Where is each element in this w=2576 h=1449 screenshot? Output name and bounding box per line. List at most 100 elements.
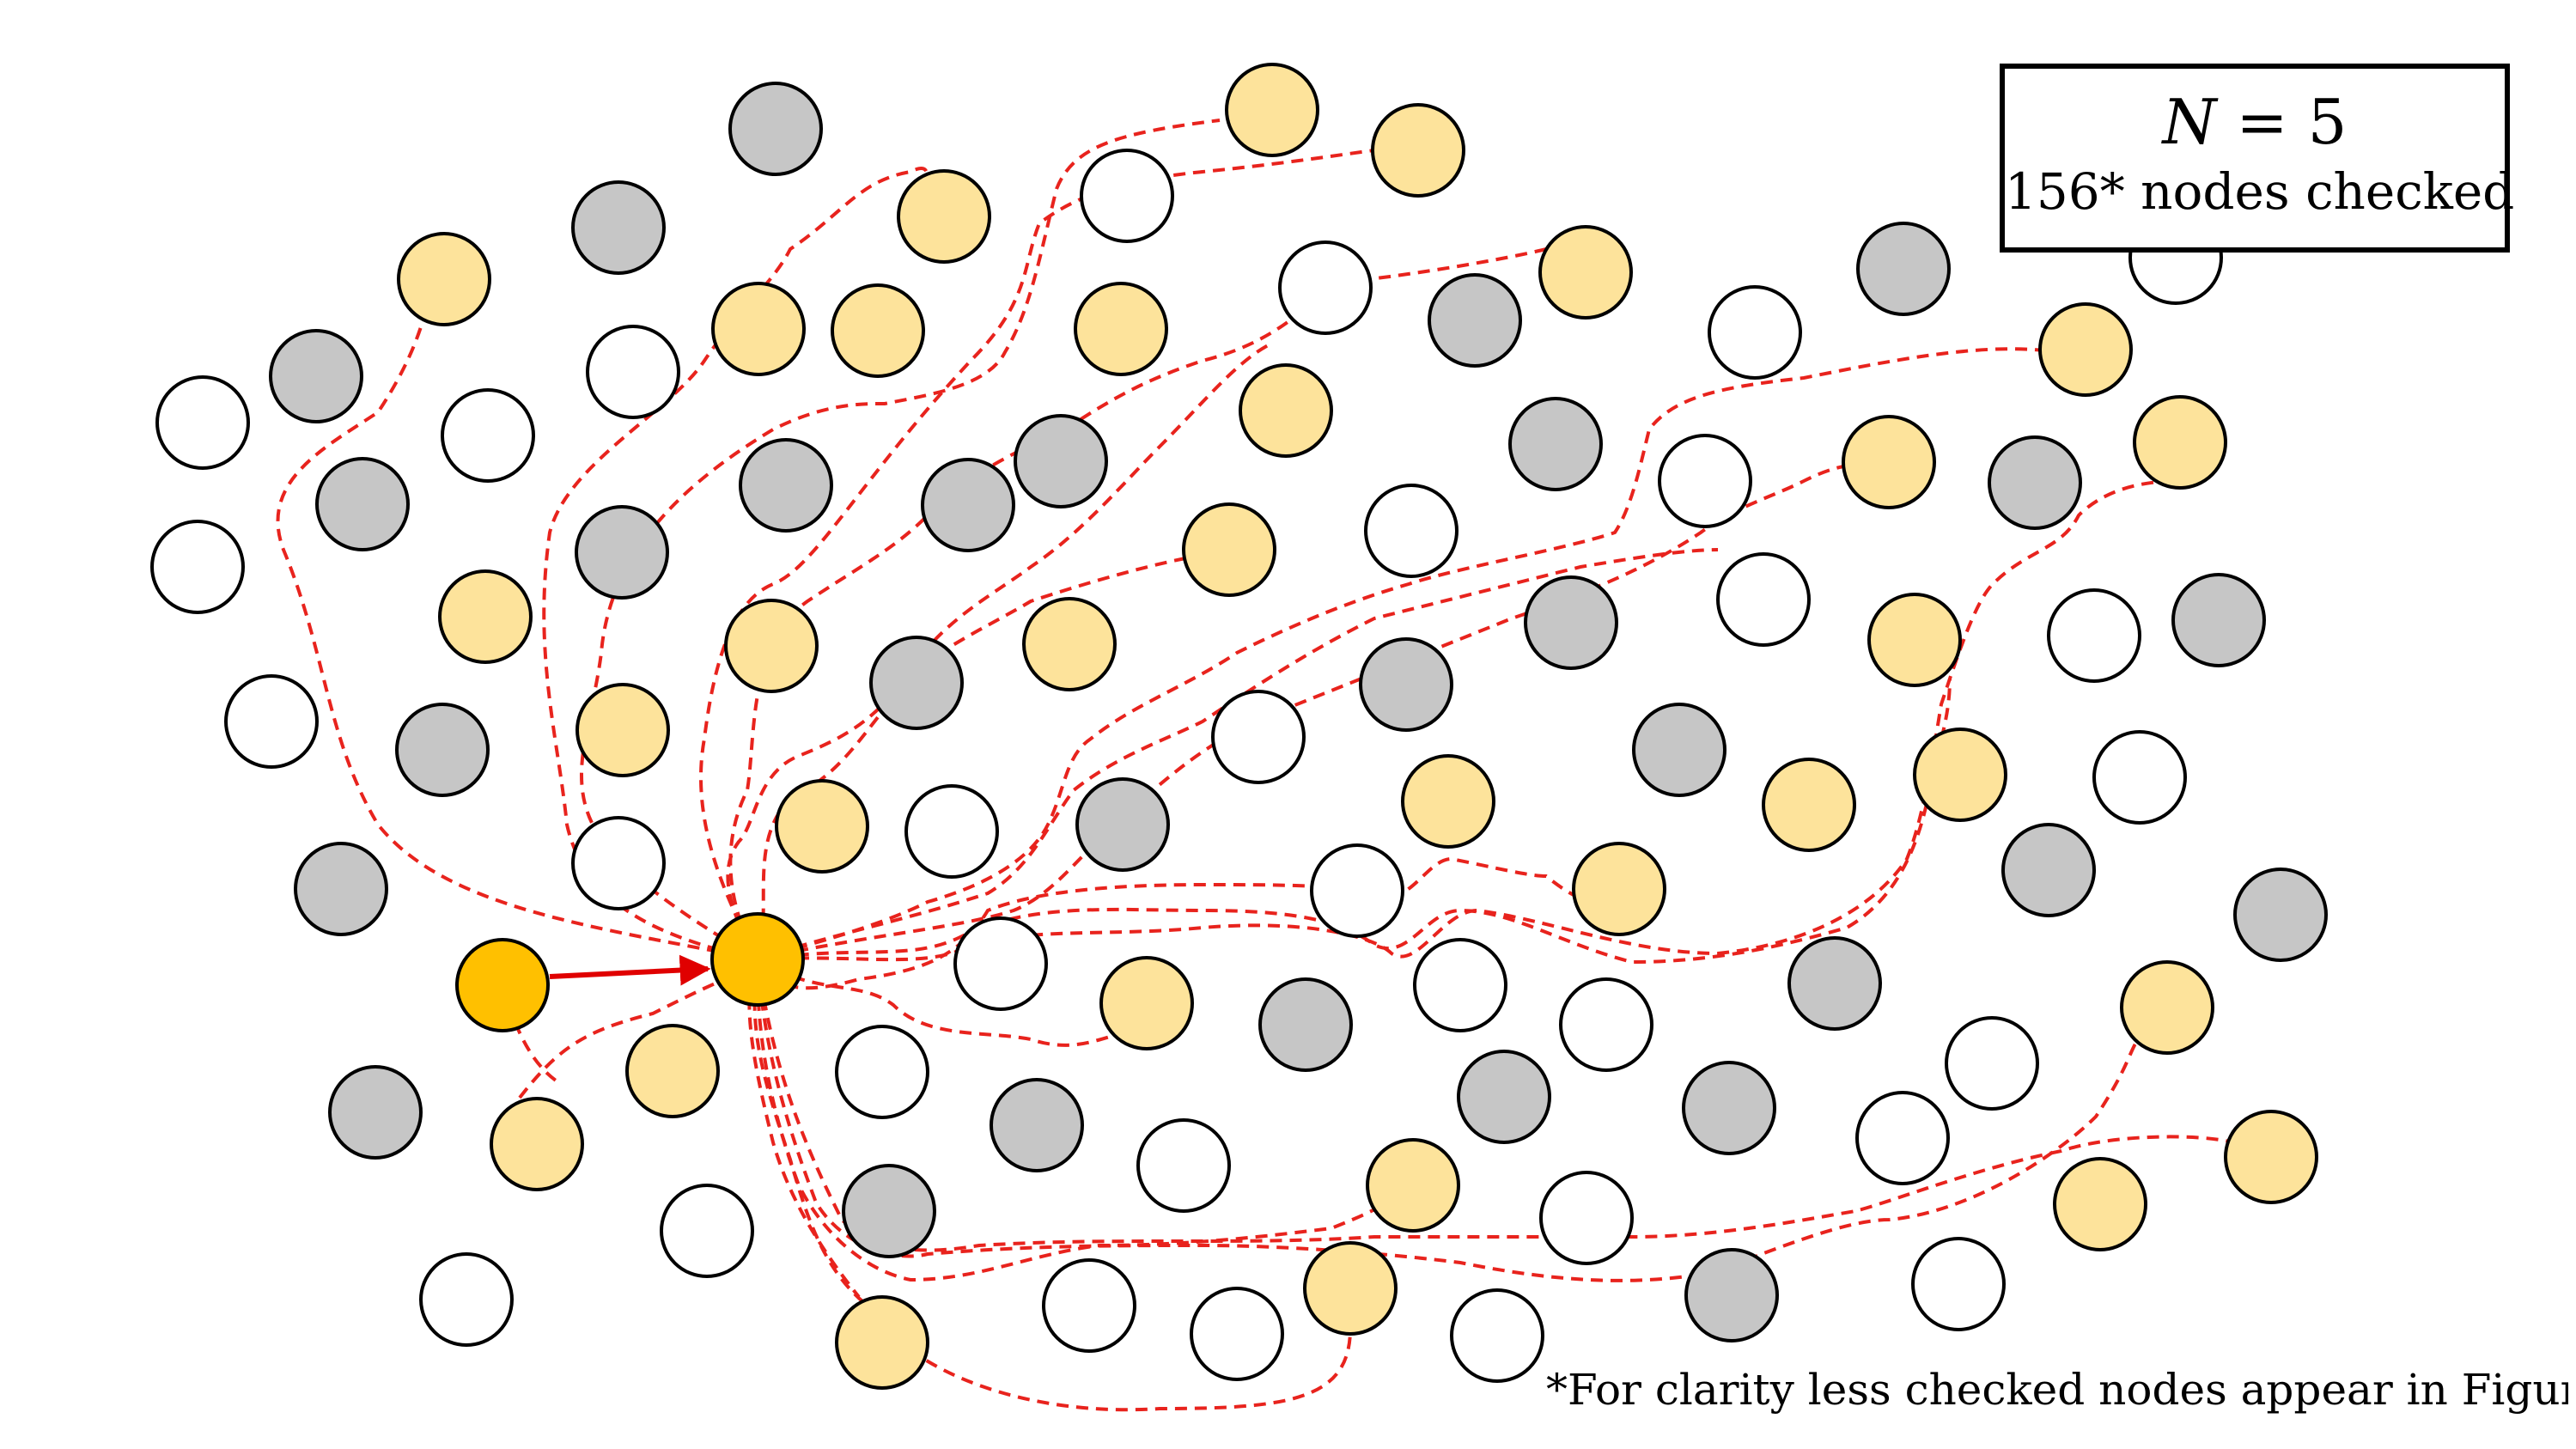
legend-box: N = 5 156* nodes checked: [2000, 64, 2515, 253]
unchecked-node: [155, 375, 250, 470]
checked-node: [728, 82, 823, 176]
checked-node: [921, 458, 1015, 552]
unchecked-node: [1450, 1288, 1544, 1383]
search-path-10: [756, 856, 1633, 990]
unchecked-node: [441, 388, 535, 483]
search-path-16: [755, 959, 1410, 1282]
result-node: [1842, 415, 1936, 509]
unchecked-node: [1539, 1171, 1634, 1265]
result-node: [1022, 597, 1117, 691]
result-node: [2053, 1157, 2147, 1251]
checked-node: [1359, 637, 1453, 732]
result-node: [1762, 758, 1856, 852]
checked-node: [1787, 936, 1882, 1031]
checked-node: [1457, 1050, 1551, 1144]
footnote: *For clarity less checked nodes appear i…: [1546, 1365, 2568, 1415]
unchecked-node: [660, 1184, 754, 1278]
unchecked-node: [1658, 434, 1752, 528]
checked-node: [1508, 397, 1603, 491]
result-node: [775, 779, 869, 874]
checked-node: [1075, 777, 1170, 872]
result-node: [1538, 225, 1633, 320]
checked-node: [2171, 573, 2266, 667]
unchecked-node: [1364, 484, 1459, 578]
result-node: [2038, 302, 2133, 397]
result-node: [2133, 395, 2227, 490]
checked-node: [575, 505, 669, 600]
result-node: [625, 1024, 720, 1118]
query-node: [455, 938, 550, 1032]
unchecked-node: [1708, 285, 1802, 380]
search-path-2: [580, 119, 1221, 961]
checked-node: [1014, 414, 1108, 508]
result-node: [1239, 363, 1333, 458]
unchecked-node: [1855, 1091, 1950, 1185]
checked-node: [2001, 823, 2096, 917]
search-path-3: [699, 149, 1375, 960]
legend-formula: N = 5: [2005, 86, 2505, 158]
checked-node: [1988, 435, 2082, 530]
result-node: [1371, 103, 1465, 198]
unchecked-node: [150, 520, 245, 614]
checked-node: [990, 1078, 1084, 1172]
step-arrow-layer: [549, 954, 711, 986]
result-node: [2224, 1110, 2318, 1204]
unchecked-node: [1413, 938, 1507, 1032]
result-node: [711, 282, 806, 376]
checked-node: [1684, 1248, 1779, 1342]
checked-node: [1428, 273, 1522, 368]
result-node: [831, 283, 925, 378]
search-path-19: [501, 984, 560, 1084]
checked-node: [1632, 703, 1726, 797]
search-path-12: [757, 678, 1952, 965]
unchecked-node: [1716, 552, 1811, 647]
result-node: [1182, 502, 1276, 597]
result-node: [2120, 960, 2214, 1055]
search-path-0: [276, 313, 758, 961]
unchecked-node: [2092, 730, 2187, 825]
search-path-11: [756, 958, 1143, 1047]
unchecked-node: [904, 784, 999, 879]
unchecked-node: [2047, 588, 2141, 683]
unchecked-node: [1945, 1016, 2039, 1111]
checked-node: [269, 329, 363, 423]
unchecked-node: [571, 816, 666, 910]
graph-nodes: [150, 63, 2328, 1390]
result-node: [1366, 1138, 1460, 1233]
checked-node: [1682, 1061, 1776, 1155]
unchecked-node: [1211, 690, 1306, 784]
legend-formula-variable: N: [2162, 86, 2217, 158]
unchecked-node: [1136, 1118, 1231, 1213]
unchecked-node: [1911, 1237, 2006, 1331]
checked-node: [1524, 575, 1618, 670]
unchecked-node: [1278, 240, 1373, 335]
search-path-7: [757, 347, 2045, 961]
legend-formula-value: = 5: [2216, 86, 2348, 158]
checked-node: [842, 1164, 936, 1258]
result-node: [438, 569, 533, 664]
checked-node: [1258, 977, 1353, 1072]
unchecked-node: [1310, 843, 1404, 938]
unchecked-node: [586, 325, 680, 419]
legend-nodes-checked: 156* nodes checked: [2005, 162, 2515, 221]
checked-node: [315, 457, 410, 551]
result-node: [575, 683, 670, 777]
result-node: [724, 599, 819, 693]
checked-node: [328, 1065, 423, 1160]
search-path-17: [756, 959, 2141, 1282]
checked-node: [1856, 222, 1951, 316]
unchecked-node: [1190, 1287, 1284, 1381]
result-node: [1225, 63, 1319, 157]
checked-node: [739, 438, 833, 533]
unchecked-node: [1080, 149, 1174, 243]
entry-node: [710, 912, 805, 1007]
search-path-20: [518, 969, 748, 1099]
result-node: [1572, 842, 1666, 936]
result-node: [397, 232, 491, 326]
step-arrow: [549, 954, 711, 986]
unchecked-node: [224, 674, 319, 769]
search-path-13: [757, 479, 2183, 962]
result-node: [1401, 754, 1495, 849]
checked-node: [571, 180, 666, 275]
